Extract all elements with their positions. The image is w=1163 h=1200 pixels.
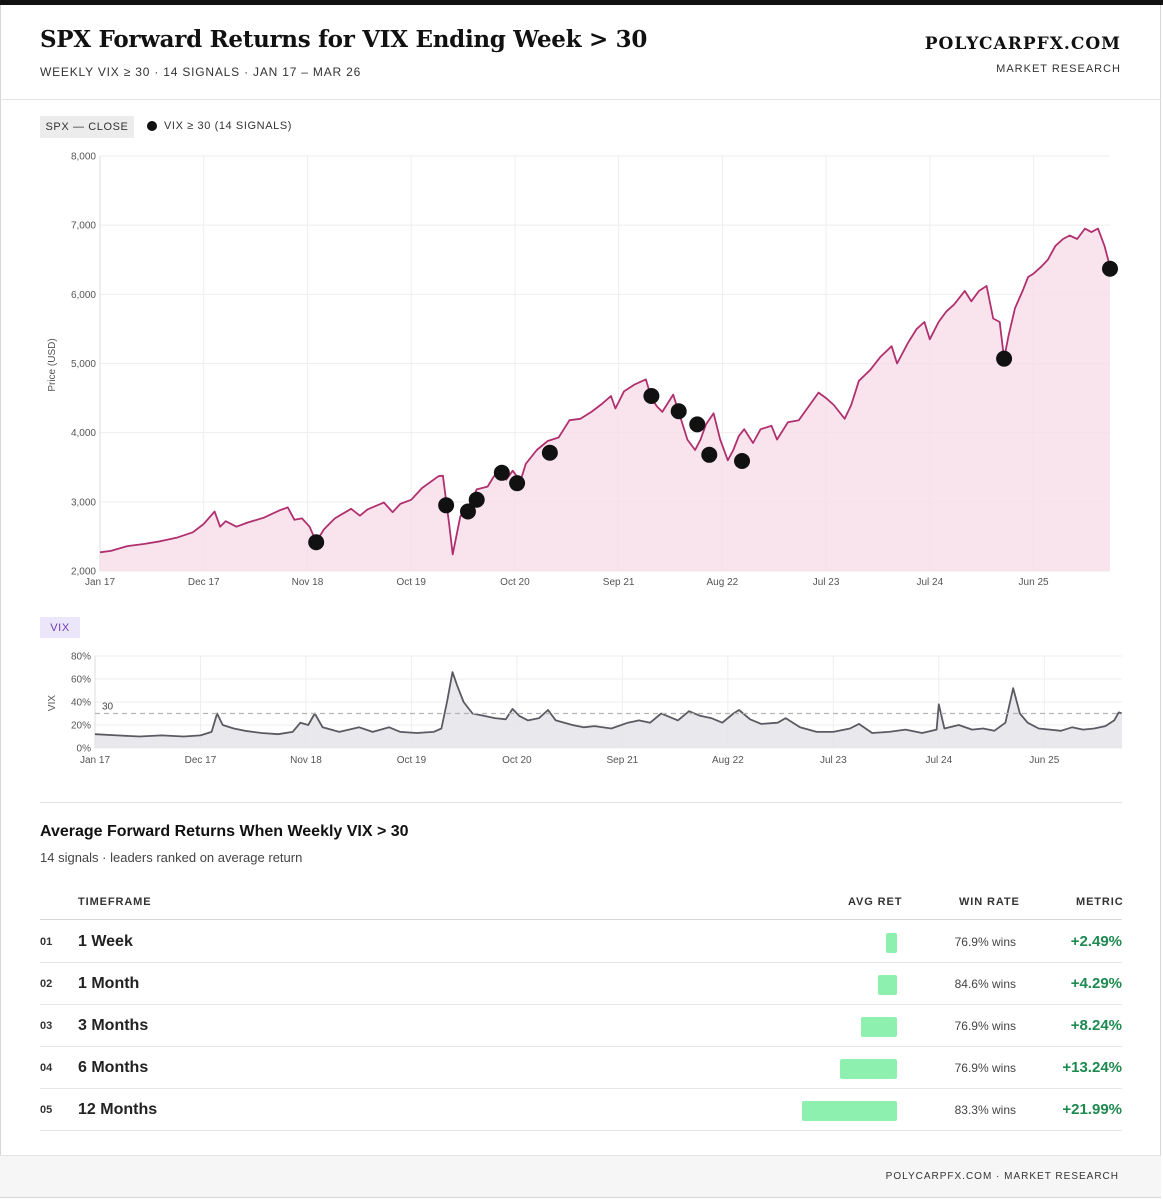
table-row: 05 12 Months 83.3% wins +21.99% [40,1089,1122,1131]
table-row: 04 6 Months 76.9% wins +13.24% [40,1047,1122,1089]
row-metric: +21.99% [1062,1101,1122,1118]
footer: POLYCARPFX.COM · MARKET RESEARCH [0,1155,1161,1197]
row-win-rate: 84.6% wins [954,977,1016,991]
card-frame [0,5,1161,1198]
row-metric: +13.24% [1062,1059,1122,1076]
top-accent-bar [0,0,1163,5]
table-row: 03 3 Months 76.9% wins +8.24% [40,1005,1122,1047]
col-header-avg-ret[interactable]: AVG RET [848,896,903,908]
row-rank: 01 [40,936,53,948]
col-header-win-rate[interactable]: WIN RATE [959,896,1020,908]
section-divider [40,802,1122,803]
avg-return-bar [802,1101,897,1121]
footer-credit[interactable]: POLYCARPFX.COM · MARKET RESEARCH [885,1171,1119,1182]
table-header-divider [40,919,1122,920]
row-timeframe: 12 Months [78,1101,158,1118]
row-rank: 03 [40,1020,53,1032]
row-timeframe: 1 Week [78,933,133,950]
table-title: Average Forward Returns When Weekly VIX … [40,823,409,840]
row-timeframe: 3 Months [78,1017,149,1034]
row-metric: +4.29% [1070,975,1122,992]
legend-signals[interactable]: VIX ≥ 30 (14 SIGNALS) [164,120,293,132]
row-rank: 02 [40,978,53,990]
row-win-rate: 76.9% wins [954,1019,1016,1033]
page-subtitle: WEEKLY VIX ≥ 30 · 14 SIGNALS · JAN 17 – … [40,65,362,79]
brand-name[interactable]: POLYCARPFX.COM [924,34,1121,54]
col-header-timeframe[interactable]: TIMEFRAME [78,896,152,908]
table-row: 02 1 Month 84.6% wins +4.29% [40,963,1122,1005]
row-win-rate: 76.9% wins [954,1061,1016,1075]
avg-return-bar [839,1059,897,1079]
row-win-rate: 76.9% wins [954,935,1016,949]
row-timeframe: 6 Months [78,1059,149,1076]
legend-series-spx[interactable]: SPX — CLOSE [40,116,134,138]
avg-return-bar [886,933,897,953]
row-rank: 04 [40,1062,53,1074]
row-rank: 05 [40,1104,53,1116]
signal-dot-icon [147,121,157,131]
col-header-metric[interactable]: METRIC [1076,896,1124,908]
avg-return-bar [861,1017,897,1037]
header-divider [0,99,1161,100]
row-win-rate: 83.3% wins [954,1103,1016,1117]
brand-tagline: MARKET RESEARCH [996,63,1121,75]
row-metric: +8.24% [1070,1017,1122,1034]
row-metric: +2.49% [1070,933,1122,950]
table-row: 01 1 Week 76.9% wins +2.49% [40,921,1122,963]
vix-panel-label: VIX [40,617,80,638]
page-title: SPX Forward Returns for VIX Ending Week … [40,26,648,53]
table-subtitle: 14 signals · leaders ranked on average r… [40,850,303,865]
avg-return-bar [878,975,897,995]
row-timeframe: 1 Month [78,975,140,992]
